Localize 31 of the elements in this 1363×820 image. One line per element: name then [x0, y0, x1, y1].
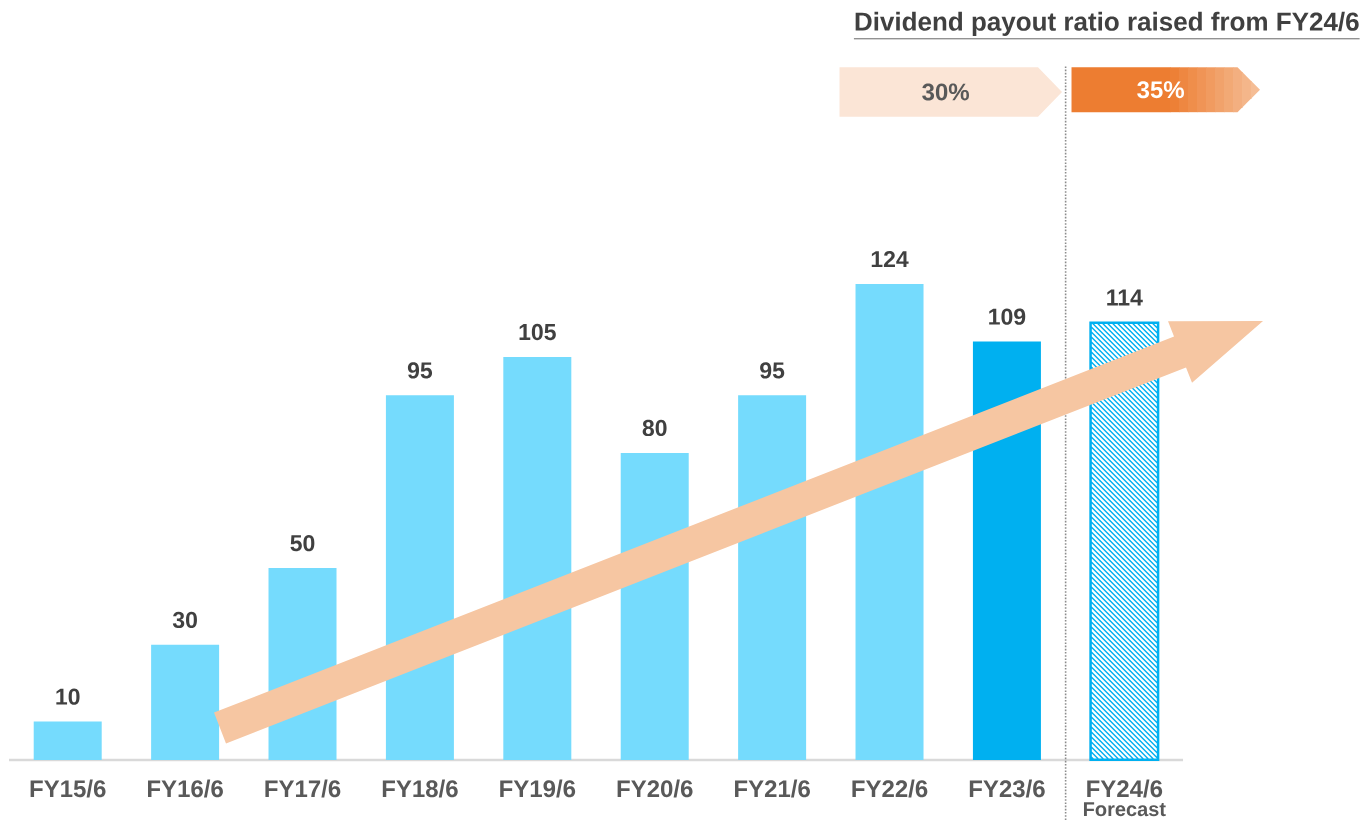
text: 30%: [922, 83, 969, 101]
text: 35%: [1137, 81, 1184, 99]
bar: [385, 395, 454, 760]
x-tick-label: FY16/6: [148, 779, 223, 798]
x-tick-label: FY21/6: [735, 779, 810, 798]
text: Forecast: [1083, 802, 1166, 817]
x-tick-label: FY24/6: [1087, 779, 1163, 798]
bar: [855, 284, 924, 760]
data-label: 80: [642, 419, 667, 437]
bar: [151, 644, 220, 760]
bar: [503, 356, 572, 760]
x-tick-label: FY19/6: [500, 779, 576, 798]
data-label: 30: [172, 611, 197, 629]
data-label: 10: [56, 688, 80, 705]
x-tick-label: FY23/6: [969, 779, 1045, 798]
data-label: 114: [1107, 289, 1143, 306]
data-label: 105: [519, 323, 556, 341]
text: Dividend payout ratio raised from FY24/6: [855, 11, 1359, 36]
data-label: 50: [290, 535, 315, 552]
bar: [972, 341, 1041, 760]
data-label: 95: [760, 362, 785, 379]
x-tick-label: FY18/6: [382, 779, 458, 798]
bar: [33, 721, 102, 760]
x-tick-label: FY22/6: [852, 779, 928, 798]
x-tick-label: FY17/6: [265, 779, 341, 798]
x-tick-label: FY20/6: [617, 779, 693, 798]
data-label: 109: [989, 308, 1026, 325]
bar: [738, 395, 807, 760]
data-label: 124: [871, 250, 909, 267]
data-label: 95: [407, 362, 433, 379]
x-tick-label: FY15/6: [30, 779, 106, 798]
